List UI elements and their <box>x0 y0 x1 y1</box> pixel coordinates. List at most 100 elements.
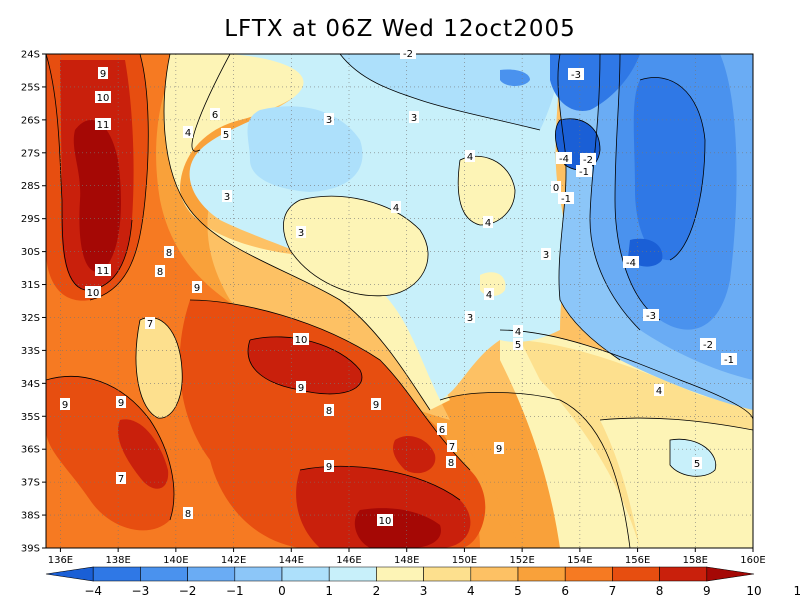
contour-label-text: 4 <box>467 152 473 163</box>
contour-label-bg <box>551 181 561 193</box>
contour-label-text: 7 <box>449 442 455 453</box>
colorbar-swatch <box>234 566 283 582</box>
lat-label: 26S <box>21 115 40 126</box>
contour-label-bg <box>95 91 111 103</box>
contour-label-neg4-b: -4 <box>623 256 639 269</box>
contour-label-text: 7 <box>118 474 124 485</box>
contour-label-9-se: 9 <box>494 442 504 455</box>
colorbar-swatch <box>140 566 188 582</box>
lat-label: 27S <box>21 148 40 159</box>
lon-label: 146E <box>336 555 361 566</box>
colorbar-swatch <box>517 566 566 582</box>
contour-label-neg1-b: -1 <box>558 192 574 205</box>
lon-label: 156E <box>625 555 650 566</box>
contour-label-3-east: 3 <box>541 248 551 261</box>
contour-label-text: -3 <box>646 311 656 322</box>
contour-label-text: -2 <box>703 340 713 351</box>
contour-label-4-east-a: 4 <box>483 216 493 229</box>
contour-label-text: 8 <box>157 267 163 278</box>
lat-label: 38S <box>21 511 40 522</box>
colorbar-swatch <box>706 566 755 582</box>
contour-label-bg <box>643 309 659 321</box>
contour-label-text: 3 <box>298 228 304 239</box>
plot-frame <box>45 53 754 549</box>
lon-label: 148E <box>394 555 419 566</box>
contour-label-text: 4 <box>486 290 492 301</box>
contour-label-bg <box>95 118 111 130</box>
colorbar-swatch <box>92 566 141 582</box>
contour-label-text: -4 <box>626 258 636 269</box>
contour-label-10-south: 10 <box>377 514 393 527</box>
contour-label-5-east: 5 <box>692 457 702 470</box>
colorbar-swatch <box>612 566 660 582</box>
lon-label: 158E <box>683 555 708 566</box>
colorbar-label: 10 <box>746 584 761 598</box>
contour-label-4-north: 4 <box>183 126 193 139</box>
contour-label-bg <box>484 288 494 300</box>
contour-fill-layer <box>46 54 753 548</box>
contour-label-bg <box>465 311 475 323</box>
contour-label-text: 9 <box>373 400 379 411</box>
contour-label-6-north: 6 <box>210 108 220 121</box>
colorbar-swatch <box>45 566 94 582</box>
contour-label-bg <box>580 153 596 165</box>
contour-label-bg <box>692 457 702 469</box>
contour-label-neg4-a: -4 <box>556 152 572 165</box>
lat-label: 25S <box>21 82 40 93</box>
contour-label-neg2-top: -2 <box>400 47 416 60</box>
contour-label-10-nw: 10 <box>95 91 111 104</box>
contour-label-bg <box>409 111 419 123</box>
contour-label-neg2-b: -2 <box>700 338 716 351</box>
contour-label-text: 11 <box>97 120 110 131</box>
contour-label-bg <box>446 456 456 468</box>
contour-label-0: 0 <box>551 181 561 194</box>
contour-label-bg <box>116 472 126 484</box>
contour-label-bg <box>513 338 523 350</box>
contour-label-text: -1 <box>561 194 571 205</box>
colorbar-label: −3 <box>132 584 150 598</box>
lon-label: 152E <box>509 555 534 566</box>
contour-label-text: 9 <box>62 400 68 411</box>
contour-label-bg <box>556 152 572 164</box>
contour-label-text: -1 <box>724 355 734 366</box>
contour-label-text: 5 <box>515 340 521 351</box>
contour-label-text: 10 <box>379 516 392 527</box>
contour-label-bg <box>324 460 334 472</box>
colorbar-swatch <box>564 566 613 582</box>
latitude-labels: 24S 25S 26S 27S 28S 29S 30S 31S 32S 33S 34S 35S 36S 3… <box>21 50 46 555</box>
contour-label-9-south-c: 9 <box>324 460 334 473</box>
lat-label: 31S <box>21 280 40 291</box>
contour-label-text: 3 <box>411 113 417 124</box>
contour-label-bg <box>324 113 334 125</box>
colorbar-swatch <box>659 566 708 582</box>
contour-label-9-sw-a: 9 <box>60 398 70 411</box>
lat-label: 33S <box>21 346 40 357</box>
contour-label-neg3-b: -3 <box>643 309 659 322</box>
contour-label-text: 4 <box>185 128 191 139</box>
contour-label-3-south: 3 <box>465 311 475 324</box>
lat-label: 34S <box>21 379 40 390</box>
contour-label-4-east-b: 4 <box>484 288 494 301</box>
contour-label-bg <box>558 192 574 204</box>
lon-label: 144E <box>279 555 304 566</box>
colorbar-label: 5 <box>514 584 522 598</box>
contour-label-bg <box>483 216 493 228</box>
contour-label-text: -2 <box>583 155 593 166</box>
contour-label-7-south: 7 <box>447 440 457 453</box>
contour-label-bg <box>145 317 155 329</box>
contour-label-8-se: 8 <box>446 456 456 469</box>
contour-label-text: 5 <box>223 130 229 141</box>
contour-label-8-south: 8 <box>324 404 334 417</box>
lat-label: 32S <box>21 313 40 324</box>
contour-label-bg <box>296 381 306 393</box>
contour-lines <box>46 54 753 548</box>
contour-label-bg <box>494 442 504 454</box>
contour-label-bg <box>437 423 447 435</box>
contour-label-9-nw: 9 <box>98 67 108 80</box>
contour-label-bg <box>296 226 306 238</box>
contour-label-9-south-b: 9 <box>371 398 381 411</box>
contour-label-text: 8 <box>326 406 332 417</box>
contour-label-text: 4 <box>656 386 662 397</box>
lon-label: 142E <box>221 555 246 566</box>
